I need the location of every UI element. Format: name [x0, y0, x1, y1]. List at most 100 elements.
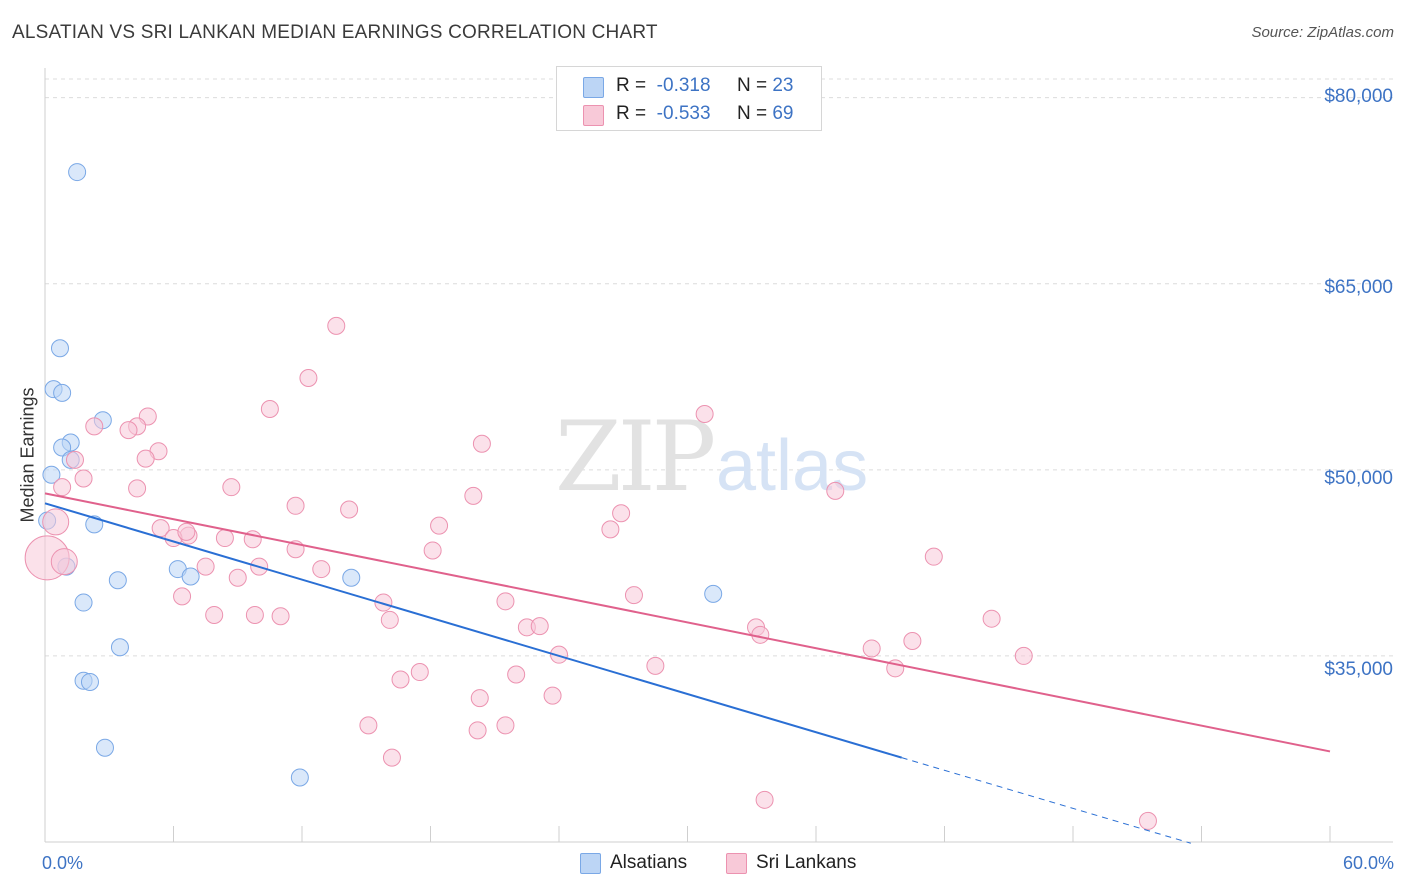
sri-lankan-point [826, 481, 845, 500]
sri-lankan-point [380, 610, 399, 629]
sri-lankan-point [286, 496, 305, 515]
sri-lankan-point [862, 639, 881, 658]
sri-lankan-point [177, 522, 196, 541]
sri-lankan-point [755, 790, 774, 809]
sri-lankan-point [924, 547, 943, 566]
stats-legend: R = -0.318 N = 23 R = -0.533 N = 69 [556, 66, 822, 131]
sri-lankan-point [982, 609, 1001, 628]
sri-lankan-point [205, 605, 224, 624]
sri-lankan-point [695, 404, 714, 423]
data-points [24, 163, 1157, 830]
sri-lankan-point [50, 548, 78, 576]
x-tick-max: 60.0% [1342, 853, 1394, 873]
sri-lankan-point [222, 478, 241, 497]
alsatian-point [110, 638, 129, 657]
sri-lankan-point [543, 686, 562, 705]
trend-lines [44, 492, 1331, 844]
sri-lankan-point [173, 587, 192, 606]
sri-lankan-point [464, 486, 483, 505]
alsatian-point [50, 339, 69, 358]
sri-lankan-point [245, 605, 264, 624]
sri-lankan-point [74, 469, 93, 488]
alsatian-point [53, 383, 72, 402]
y-tick-label: $35,000 [1324, 659, 1393, 680]
y-tick-label: $65,000 [1324, 277, 1393, 298]
legend-swatch-blue [583, 77, 604, 98]
sri-lankan-point [646, 656, 665, 675]
r-label: R = [616, 75, 647, 96]
alsatian-trend-line [44, 502, 902, 759]
sri-lankan-point [136, 449, 155, 468]
alsatian-point [181, 567, 200, 586]
n-value: 23 [772, 75, 794, 96]
r-value: -0.318 [656, 75, 711, 96]
sri-lankan-point [119, 421, 138, 440]
sri-lankan-point [624, 586, 643, 605]
gridlines [45, 78, 1393, 657]
y-tick-label: $50,000 [1324, 468, 1393, 489]
y-axis-label: Median Earnings [17, 387, 38, 523]
alsatian-point [53, 438, 72, 457]
sri-lankan-point [550, 645, 568, 664]
sri-lankan-point [903, 632, 922, 651]
y-tick-label: $80,000 [1324, 86, 1393, 107]
sri-lankan-point [359, 716, 378, 735]
legend-label: Sri Lankans [756, 852, 857, 873]
sri-lankan-point [53, 478, 72, 497]
sri-lankan-point [42, 508, 70, 536]
sri-lankan-point [327, 316, 346, 335]
sri-lankan-point [85, 417, 104, 436]
chart-title: ALSATIAN VS SRI LANKAN MEDIAN EARNINGS C… [12, 22, 658, 43]
legend-swatch-blue [580, 853, 601, 874]
alsatian-point [108, 571, 127, 590]
r-label: R = [616, 103, 647, 124]
alsatian-point [80, 672, 99, 691]
sri-lankan-point [340, 500, 359, 519]
legend-label: Alsatians [610, 852, 688, 873]
sri-lankan-point [215, 529, 234, 548]
alsatian-point [42, 465, 61, 484]
sri-lankan-point [1014, 646, 1033, 665]
alsatian-point [704, 584, 723, 603]
sri-lankan-point [470, 689, 489, 708]
sri-lankan-point [751, 625, 770, 644]
legend-swatch-pink [583, 105, 604, 126]
n-label: N = [736, 103, 768, 124]
series-legend: Alsatians Sri Lankans [0, 852, 1406, 878]
sri-lankan-point [530, 617, 549, 636]
sri-lankan-point [271, 607, 290, 626]
sri-lankan-point [128, 479, 147, 498]
sri-lankan-point [472, 434, 491, 453]
watermark: ZIP atlas [555, 401, 868, 513]
n-label: N = [736, 75, 768, 96]
alsatian-point [74, 593, 93, 612]
sri-lankan-point [468, 721, 487, 740]
sri-lankan-point [410, 663, 429, 682]
sri-lankan-point [312, 560, 331, 579]
n-value: 69 [772, 103, 794, 124]
sri-lankan-point [374, 593, 393, 612]
sri-lankan-point [612, 504, 631, 523]
sri-lankan-point [65, 450, 84, 469]
legend-swatch-pink [726, 853, 747, 874]
alsatian-point [95, 738, 114, 757]
alsatian-point [290, 768, 309, 787]
alsatian-point [68, 163, 87, 182]
sri-lankan-point [507, 665, 526, 684]
sri-lankan-point [423, 541, 442, 560]
x-tick-min: 0.0% [42, 853, 84, 873]
sri-lankan-point [391, 670, 410, 689]
axes [44, 68, 1393, 843]
sri-lankan-point [260, 400, 279, 419]
sri-lankan-point [228, 568, 247, 587]
sri-lankan-point [299, 369, 318, 388]
source-label: Source: ZipAtlas.com [1251, 24, 1394, 41]
sri-lankan-point [382, 748, 401, 767]
sri-lankan-point [1138, 811, 1157, 830]
watermark-zip: ZIP [555, 401, 714, 513]
sri-lankan-point [496, 716, 515, 735]
r-value: -0.533 [656, 103, 711, 124]
alsatian-trend-extension [901, 757, 1191, 844]
sri-lankan-point [496, 592, 515, 611]
